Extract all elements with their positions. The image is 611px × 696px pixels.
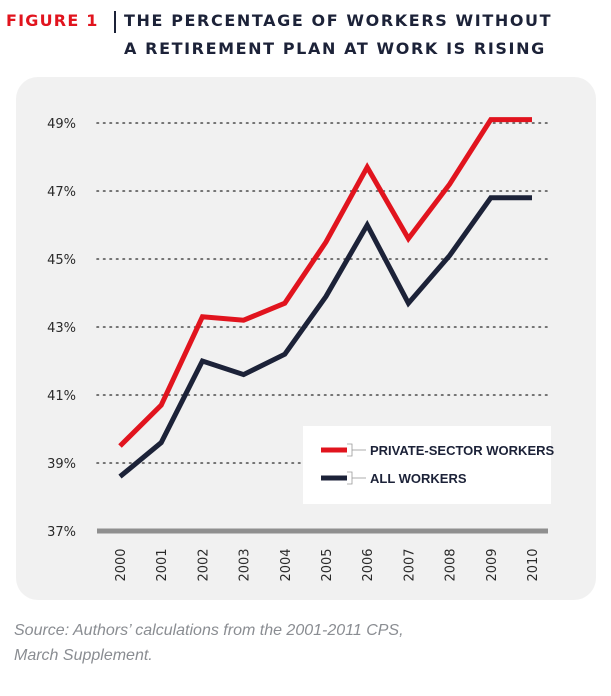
x-tick-label: 2006 (361, 548, 376, 581)
figure-label: FIGURE 1 (6, 11, 99, 30)
x-tick-label: 2010 (526, 548, 541, 581)
legend-box (303, 426, 551, 504)
y-tick-label: 41% (47, 389, 76, 404)
x-tick-label: 2001 (155, 548, 170, 581)
figure-title: FIGURE 1 THE PERCENTAGE OF WORKERS WITHO… (6, 8, 606, 70)
y-tick-label: 49% (47, 117, 76, 132)
y-tick-label: 47% (47, 185, 76, 200)
source-line-2: March Supplement. (14, 647, 153, 664)
series-line-all-workers (118, 195, 532, 479)
title-divider (114, 11, 116, 33)
x-tick-label: 2005 (320, 548, 335, 581)
series-line-private-sector (118, 117, 532, 448)
title-line-2: A RETIREMENT PLAN AT WORK IS RISING (124, 39, 546, 58)
y-tick-label: 37% (47, 525, 76, 540)
chart-panel (16, 77, 596, 600)
x-tick-label: 2002 (196, 548, 211, 581)
line-chart: 37% 39% 41% 43% 45% 47% 49% 2000 2001 2002 2003 200… (47, 117, 555, 582)
legend-label: ALL WORKERS (370, 471, 467, 486)
y-tick-label: 45% (47, 253, 76, 268)
x-tick-label: 2004 (279, 548, 294, 581)
source-note: Source: Authors’ calculations from the 2… (14, 618, 604, 668)
legend-label: PRIVATE-SECTOR WORKERS (370, 443, 555, 458)
title-line-1: THE PERCENTAGE OF WORKERS WITHOUT (124, 11, 553, 30)
y-tick-label: 39% (47, 457, 76, 472)
x-tick-label: 2009 (485, 548, 500, 581)
x-tick-label: 2008 (444, 548, 459, 581)
x-tick-label: 2003 (238, 548, 253, 581)
y-tick-label: 43% (47, 321, 76, 336)
source-line-1: Source: Authors’ calculations from the 2… (14, 622, 404, 639)
x-tick-label: 2007 (402, 548, 417, 581)
x-tick-label: 2000 (114, 548, 129, 581)
